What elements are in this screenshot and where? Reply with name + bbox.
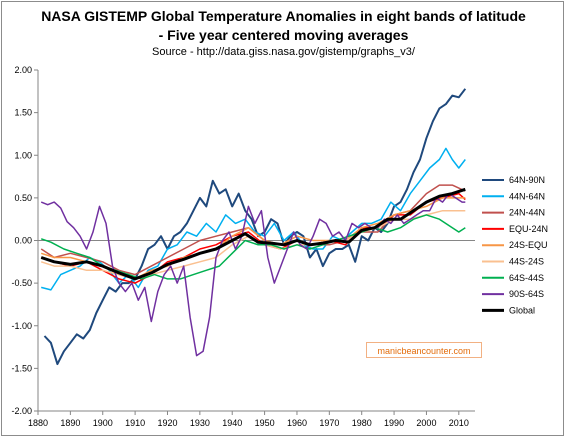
x-tick-label: 1880	[28, 418, 48, 428]
series-line-90S-64S	[40, 192, 466, 357]
y-tick-label: 1.50	[14, 108, 32, 118]
legend-label-64N-90N: 64N-90N	[509, 175, 545, 185]
y-tick-label: 0.50	[14, 193, 32, 203]
chart-source: Source - http://data.giss.nasa.gov/giste…	[152, 46, 415, 58]
x-tick-label: 1980	[352, 418, 372, 428]
legend-label-Global: Global	[509, 305, 535, 315]
x-tick-label: 1930	[190, 418, 210, 428]
series-line-Global	[40, 187, 466, 281]
y-tick-label: 2.00	[14, 65, 32, 75]
y-tick-label: 1.00	[14, 150, 32, 160]
legend-label-24N-44N: 24N-44N	[509, 208, 545, 218]
watermark: manicbeancounter.com	[366, 342, 482, 358]
x-tick-label: 1920	[157, 418, 177, 428]
y-tick-label: -2.00	[11, 406, 32, 416]
x-tick-label: 2000	[416, 418, 436, 428]
legend-label-64S-44S: 64S-44S	[509, 273, 544, 283]
legend-label-24S-EQU: 24S-EQU	[509, 240, 548, 250]
x-tick-label: 2010	[449, 418, 469, 428]
legend-label-90S-64S: 90S-64S	[509, 289, 544, 299]
y-tick-label: -0.50	[11, 278, 32, 288]
legend-label-44N-64N: 44N-64N	[509, 191, 545, 201]
x-tick-label: 1890	[60, 418, 80, 428]
x-tick-label: 1910	[125, 418, 145, 428]
x-tick-label: 1960	[287, 418, 307, 428]
y-tick-label: -1.00	[11, 321, 32, 331]
legend-label-EQU-24N: EQU-24N	[509, 224, 548, 234]
x-tick-label: 1970	[319, 418, 339, 428]
chart-title-line-2: - Five year centered moving averages	[158, 27, 409, 43]
x-tick-label: 1940	[222, 418, 242, 428]
chart-title-line-1: NASA GISTEMP Global Temperature Anomalie…	[41, 8, 526, 24]
x-tick-label: 1950	[255, 418, 275, 428]
y-tick-label: 0.00	[14, 236, 32, 246]
x-tick-label: 1990	[384, 418, 404, 428]
legend-label-44S-24S: 44S-24S	[509, 257, 544, 267]
x-tick-label: 1900	[93, 418, 113, 428]
y-tick-label: -1.50	[11, 363, 32, 373]
series-line-EQU-24N	[40, 192, 466, 284]
